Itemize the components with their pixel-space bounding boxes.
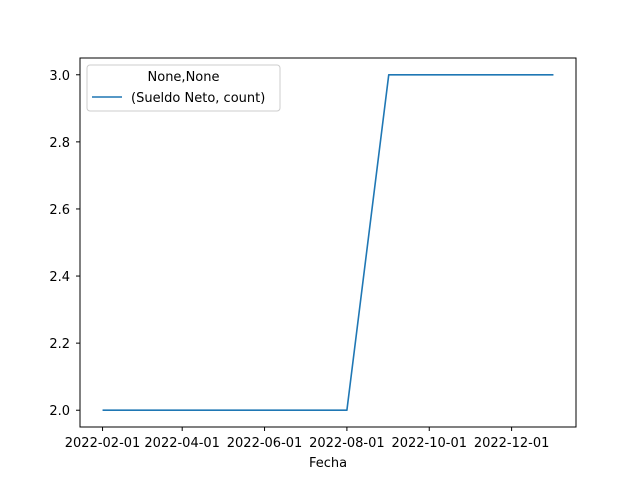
y-tick-label-1: 2.2 — [49, 337, 70, 352]
y-tick-label-5: 3.0 — [49, 69, 70, 84]
legend: None,None (Sueldo Neto, count) — [86, 64, 281, 112]
x-tick-label-2: 2022-06-01 — [227, 436, 303, 451]
x-tick-label-3: 2022-08-01 — [309, 436, 385, 451]
x-tick-label-0: 2022-02-01 — [65, 436, 141, 451]
x-axis-label: Fecha — [309, 456, 347, 471]
plot-area — [80, 58, 576, 427]
legend-entry-label: (Sueldo Neto, count) — [131, 91, 265, 106]
x-tick-label-4: 2022-10-01 — [391, 436, 467, 451]
legend-title: None,None — [148, 70, 220, 85]
series-line-0 — [102, 73, 554, 412]
x-axis-ticks: 2022-02-01 2022-04-01 2022-06-01 2022-08-01… — [65, 427, 550, 451]
series-layer — [102, 73, 554, 412]
y-tick-label-4: 2.8 — [49, 136, 70, 151]
y-tick-label-2: 2.4 — [49, 270, 70, 285]
plot-frame — [79, 57, 577, 428]
y-axis-ticks: 2.0 2.2 2.4 2.6 2.8 3.0 — [49, 69, 80, 419]
legend-box — [86, 64, 281, 112]
y-tick-label-0: 2.0 — [49, 404, 70, 419]
x-tick-label-1: 2022-04-01 — [144, 436, 220, 451]
x-tick-label-5: 2022-12-01 — [474, 436, 550, 451]
y-tick-label-3: 2.6 — [49, 203, 70, 218]
